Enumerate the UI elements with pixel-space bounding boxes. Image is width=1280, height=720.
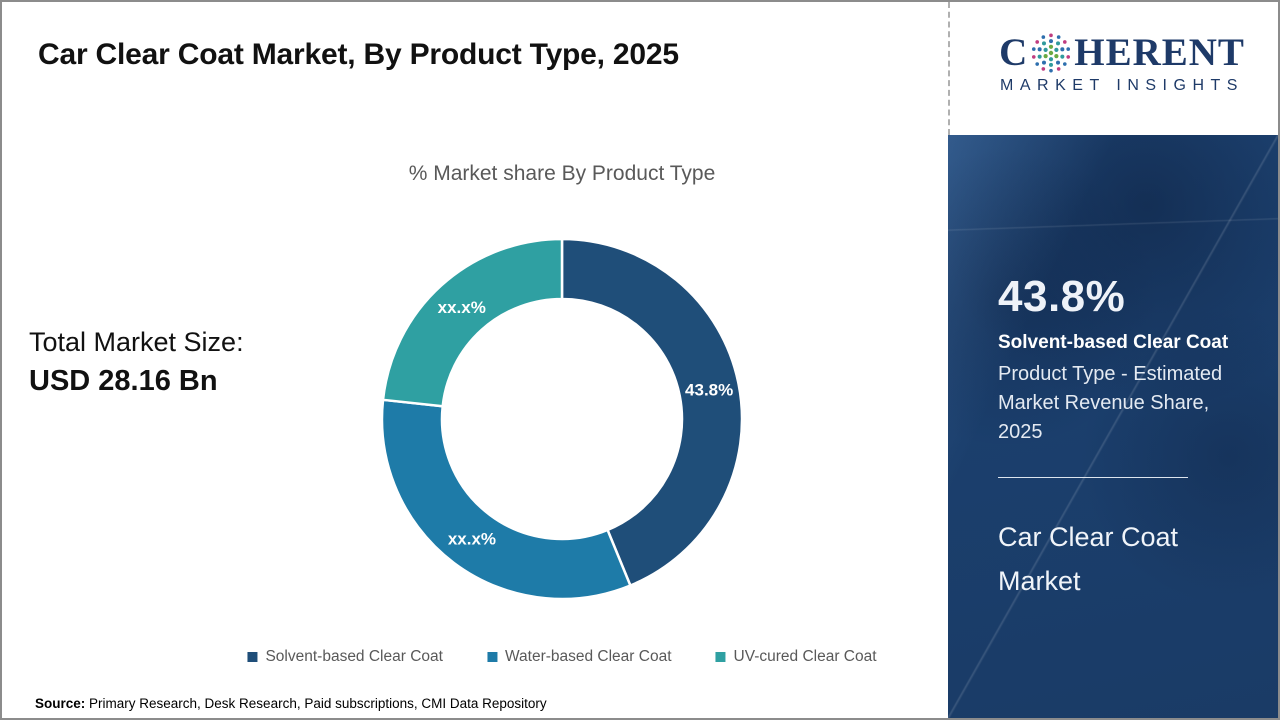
source-label: Source:	[35, 696, 86, 711]
donut-slice-label-0: 43.8%	[685, 380, 733, 399]
logo-wordmark: C HERENT	[976, 30, 1268, 75]
company-logo: C HERENT MARKET INSIGHTS	[976, 30, 1268, 95]
legend-item-1: Water-based Clear Coat	[486, 648, 672, 666]
sidebar-stat-value: 43.8%	[998, 272, 1126, 321]
legend-marker-icon	[715, 652, 726, 662]
source-text: Primary Research, Desk Research, Paid su…	[85, 696, 547, 711]
donut-slice-2	[381, 237, 564, 408]
total-market-size-block: Total Market Size: USD 28.16 Bn	[29, 327, 244, 398]
legend-label: UV-cured Clear Coat	[733, 648, 877, 665]
total-market-size-label: Total Market Size:	[29, 327, 244, 357]
header-dashed-divider	[948, 2, 950, 135]
sidebar-stat-description: Product Type - Estimated Market Revenue …	[998, 363, 1223, 443]
coherent-globe-icon	[1032, 33, 1071, 72]
donut-slice-1	[380, 398, 632, 601]
page-title: Car Clear Coat Market, By Product Type, …	[38, 38, 679, 71]
source-line: Source: Primary Research, Desk Research,…	[35, 696, 547, 711]
chart-legend: Solvent-based Clear Coat Water-based Clea…	[247, 648, 877, 666]
legend-marker-icon	[486, 652, 497, 662]
legend-item-0: Solvent-based Clear Coat	[247, 648, 443, 666]
donut-slice-0	[560, 237, 744, 588]
logo-letter-c: C	[999, 31, 1029, 74]
legend-label: Water-based Clear Coat	[504, 648, 672, 665]
highlight-sidebar: 43.8% Solvent-based Clear Coat Product T…	[948, 135, 1278, 718]
chart-title: % Market share By Product Type	[408, 162, 716, 185]
donut-slice-label-1: xx.x%	[448, 529, 496, 548]
legend-label: Solvent-based Clear Coat	[265, 648, 443, 665]
logo-word-rest: HERENT	[1074, 31, 1245, 74]
logo-tagline: MARKET INSIGHTS	[1000, 77, 1244, 94]
sidebar-market-title: Car Clear Coat Market	[998, 522, 1179, 596]
donut-slice-label-2: xx.x%	[438, 298, 486, 317]
sidebar-stat-segment: Solvent-based Clear Coat	[998, 332, 1229, 353]
legend-item-2: UV-cured Clear Coat	[715, 648, 877, 666]
donut-chart: 43.8% xx.x% xx.x%	[380, 237, 744, 601]
legend-marker-icon	[247, 652, 258, 662]
sidebar-divider	[998, 477, 1188, 478]
total-market-size-value: USD 28.16 Bn	[29, 365, 218, 397]
